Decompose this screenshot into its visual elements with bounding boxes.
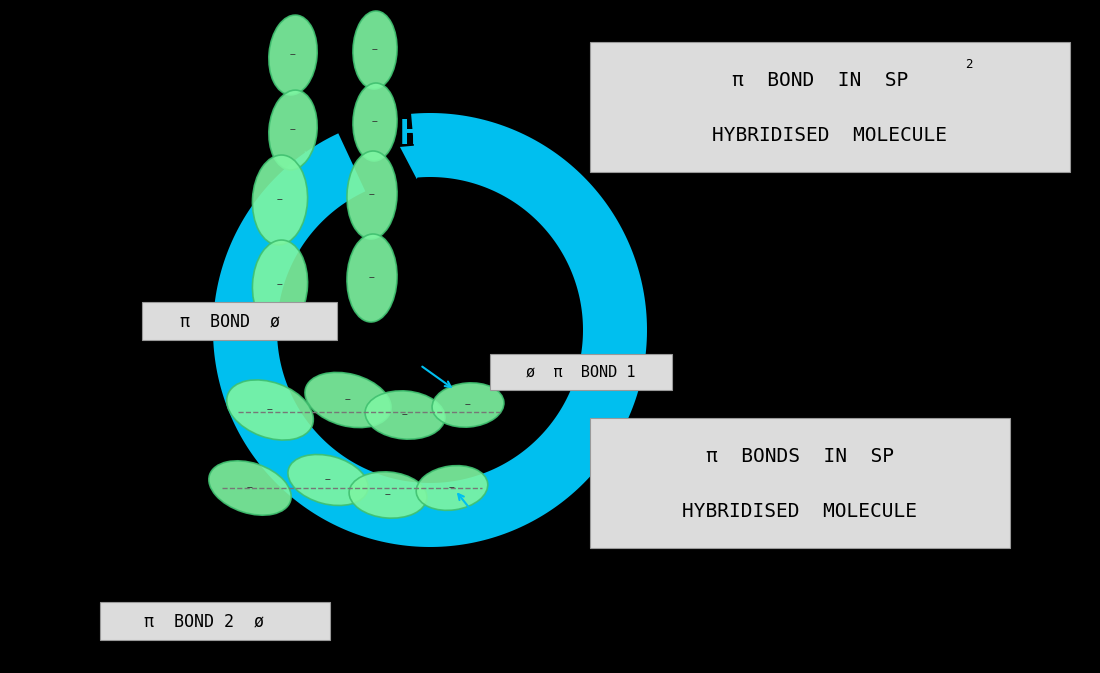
Ellipse shape — [268, 15, 317, 95]
Text: HYBRIDISED  MOLECULE: HYBRIDISED MOLECULE — [713, 126, 947, 145]
Text: −: − — [326, 475, 331, 485]
Text: ø  π  BOND 1: ø π BOND 1 — [526, 365, 636, 380]
Text: −: − — [370, 273, 375, 283]
Polygon shape — [213, 113, 647, 547]
Ellipse shape — [365, 391, 444, 439]
Text: −: − — [277, 195, 283, 205]
Text: HYBRIDISED  MOLECULE: HYBRIDISED MOLECULE — [682, 502, 917, 521]
Text: π  BONDS  IN  SP: π BONDS IN SP — [706, 448, 894, 466]
Ellipse shape — [288, 454, 368, 505]
Text: −: − — [385, 490, 390, 500]
Ellipse shape — [252, 155, 308, 245]
Text: 2: 2 — [965, 59, 972, 71]
Ellipse shape — [227, 380, 314, 440]
Text: −: − — [267, 405, 273, 415]
Text: −: − — [403, 410, 408, 420]
Ellipse shape — [252, 240, 308, 330]
FancyBboxPatch shape — [490, 354, 672, 390]
Ellipse shape — [268, 90, 317, 170]
FancyBboxPatch shape — [142, 302, 337, 340]
Text: H: H — [400, 118, 420, 151]
FancyBboxPatch shape — [590, 42, 1070, 172]
Text: −: − — [290, 50, 296, 60]
Text: π  BOND  IN  SP: π BOND IN SP — [733, 71, 909, 90]
Ellipse shape — [209, 461, 292, 515]
Ellipse shape — [416, 466, 487, 510]
Text: −: − — [465, 400, 471, 410]
Text: −: − — [372, 45, 378, 55]
Text: π  BOND 2  ø: π BOND 2 ø — [143, 612, 264, 630]
Ellipse shape — [349, 472, 427, 518]
Polygon shape — [400, 145, 428, 179]
Ellipse shape — [346, 234, 397, 322]
Polygon shape — [305, 151, 336, 186]
FancyBboxPatch shape — [590, 418, 1010, 548]
Ellipse shape — [305, 372, 390, 427]
Text: −: − — [277, 280, 283, 290]
Text: −: − — [372, 117, 378, 127]
Ellipse shape — [346, 151, 397, 239]
Ellipse shape — [353, 83, 397, 161]
Text: −: − — [449, 483, 455, 493]
Text: −: − — [345, 395, 351, 405]
Text: −: − — [248, 483, 253, 493]
FancyBboxPatch shape — [100, 602, 330, 640]
Text: −: − — [370, 190, 375, 200]
Text: −: − — [290, 125, 296, 135]
Ellipse shape — [353, 11, 397, 89]
Text: π  BOND  ø: π BOND ø — [179, 312, 279, 330]
Ellipse shape — [432, 383, 504, 427]
